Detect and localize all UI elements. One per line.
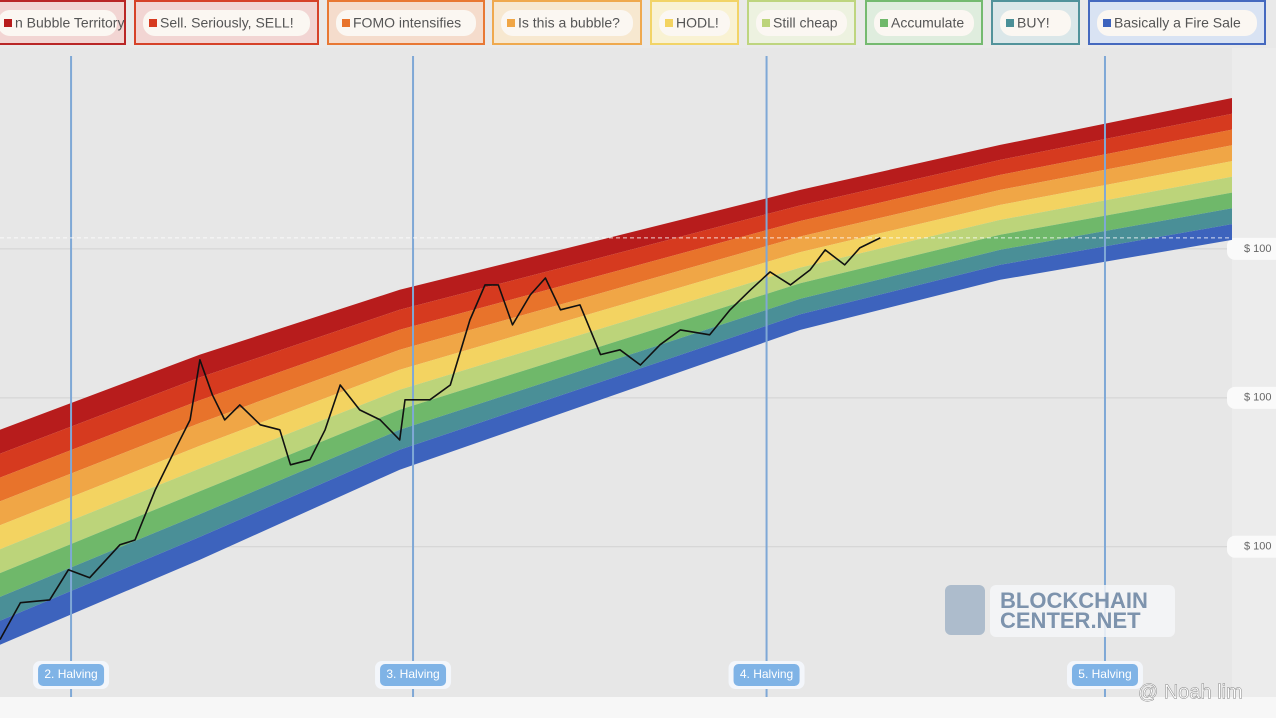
legend-label: Sell. Seriously, SELL! — [160, 15, 294, 31]
halving-pill — [38, 664, 105, 686]
legend-pill — [143, 10, 310, 36]
legend-label: Accumulate — [891, 15, 964, 31]
halving-label: 2. Halving — [44, 667, 97, 681]
halving-label: 4. Halving — [740, 667, 793, 681]
legend-label: Is this a bubble? — [518, 15, 620, 31]
legend-pill — [0, 10, 117, 36]
legend-swatch — [665, 19, 673, 27]
credit: @ Noah lim — [1138, 681, 1243, 703]
watermark-bg — [990, 585, 1175, 637]
legend-pill — [1097, 10, 1257, 36]
price-line — [0, 237, 881, 640]
y-tick-badge — [1227, 386, 1276, 409]
halving-label: 5. Halving — [1078, 667, 1131, 681]
legend-pill — [874, 10, 974, 36]
legend-swatch — [762, 19, 770, 27]
legend-label: BUY! — [1017, 15, 1050, 31]
legend-swatch — [149, 19, 157, 27]
legend-label: Still cheap — [773, 15, 838, 31]
rainbow-band — [0, 129, 1232, 502]
legend-pill — [659, 10, 730, 36]
legend-pill — [756, 10, 847, 36]
legend-swatch — [342, 19, 350, 27]
legend-swatch — [4, 19, 12, 27]
legend-label: FOMO intensifies — [353, 15, 461, 31]
halving-pill — [380, 664, 447, 686]
legend-swatch — [880, 19, 888, 27]
watermark-logo — [945, 585, 985, 635]
legend-swatch — [1103, 19, 1111, 27]
legend-pill — [336, 10, 476, 36]
watermark-text: BLOCKCHAIN — [1000, 588, 1148, 613]
rainbow-band — [0, 113, 1232, 478]
y-tick-label: $ 100 — [1244, 243, 1272, 255]
rainbow-band — [0, 98, 1232, 454]
legend-label: Basically a Fire Sale — [1114, 15, 1241, 31]
y-tick-badge — [1227, 535, 1276, 558]
y-tick-label: $ 100 — [1244, 541, 1272, 553]
halving-pill — [1071, 664, 1138, 686]
watermark-text: CENTER.NET — [1000, 608, 1141, 633]
halving-label: 3. Halving — [386, 667, 439, 681]
y-tick-badge — [1227, 237, 1276, 260]
legend-label: n Bubble Territory — [15, 15, 124, 31]
rainbow-band — [0, 145, 1232, 526]
legend-label: HODL! — [676, 15, 719, 31]
axis-gutter — [1232, 0, 1276, 718]
legend-swatch — [1006, 19, 1014, 27]
halving-pill — [733, 664, 800, 686]
legend-swatch — [507, 19, 515, 27]
legend-pill — [501, 10, 633, 36]
legend-pill — [1000, 10, 1071, 36]
y-tick-label: $ 100 — [1244, 392, 1272, 404]
x-axis-strip — [0, 697, 1276, 718]
